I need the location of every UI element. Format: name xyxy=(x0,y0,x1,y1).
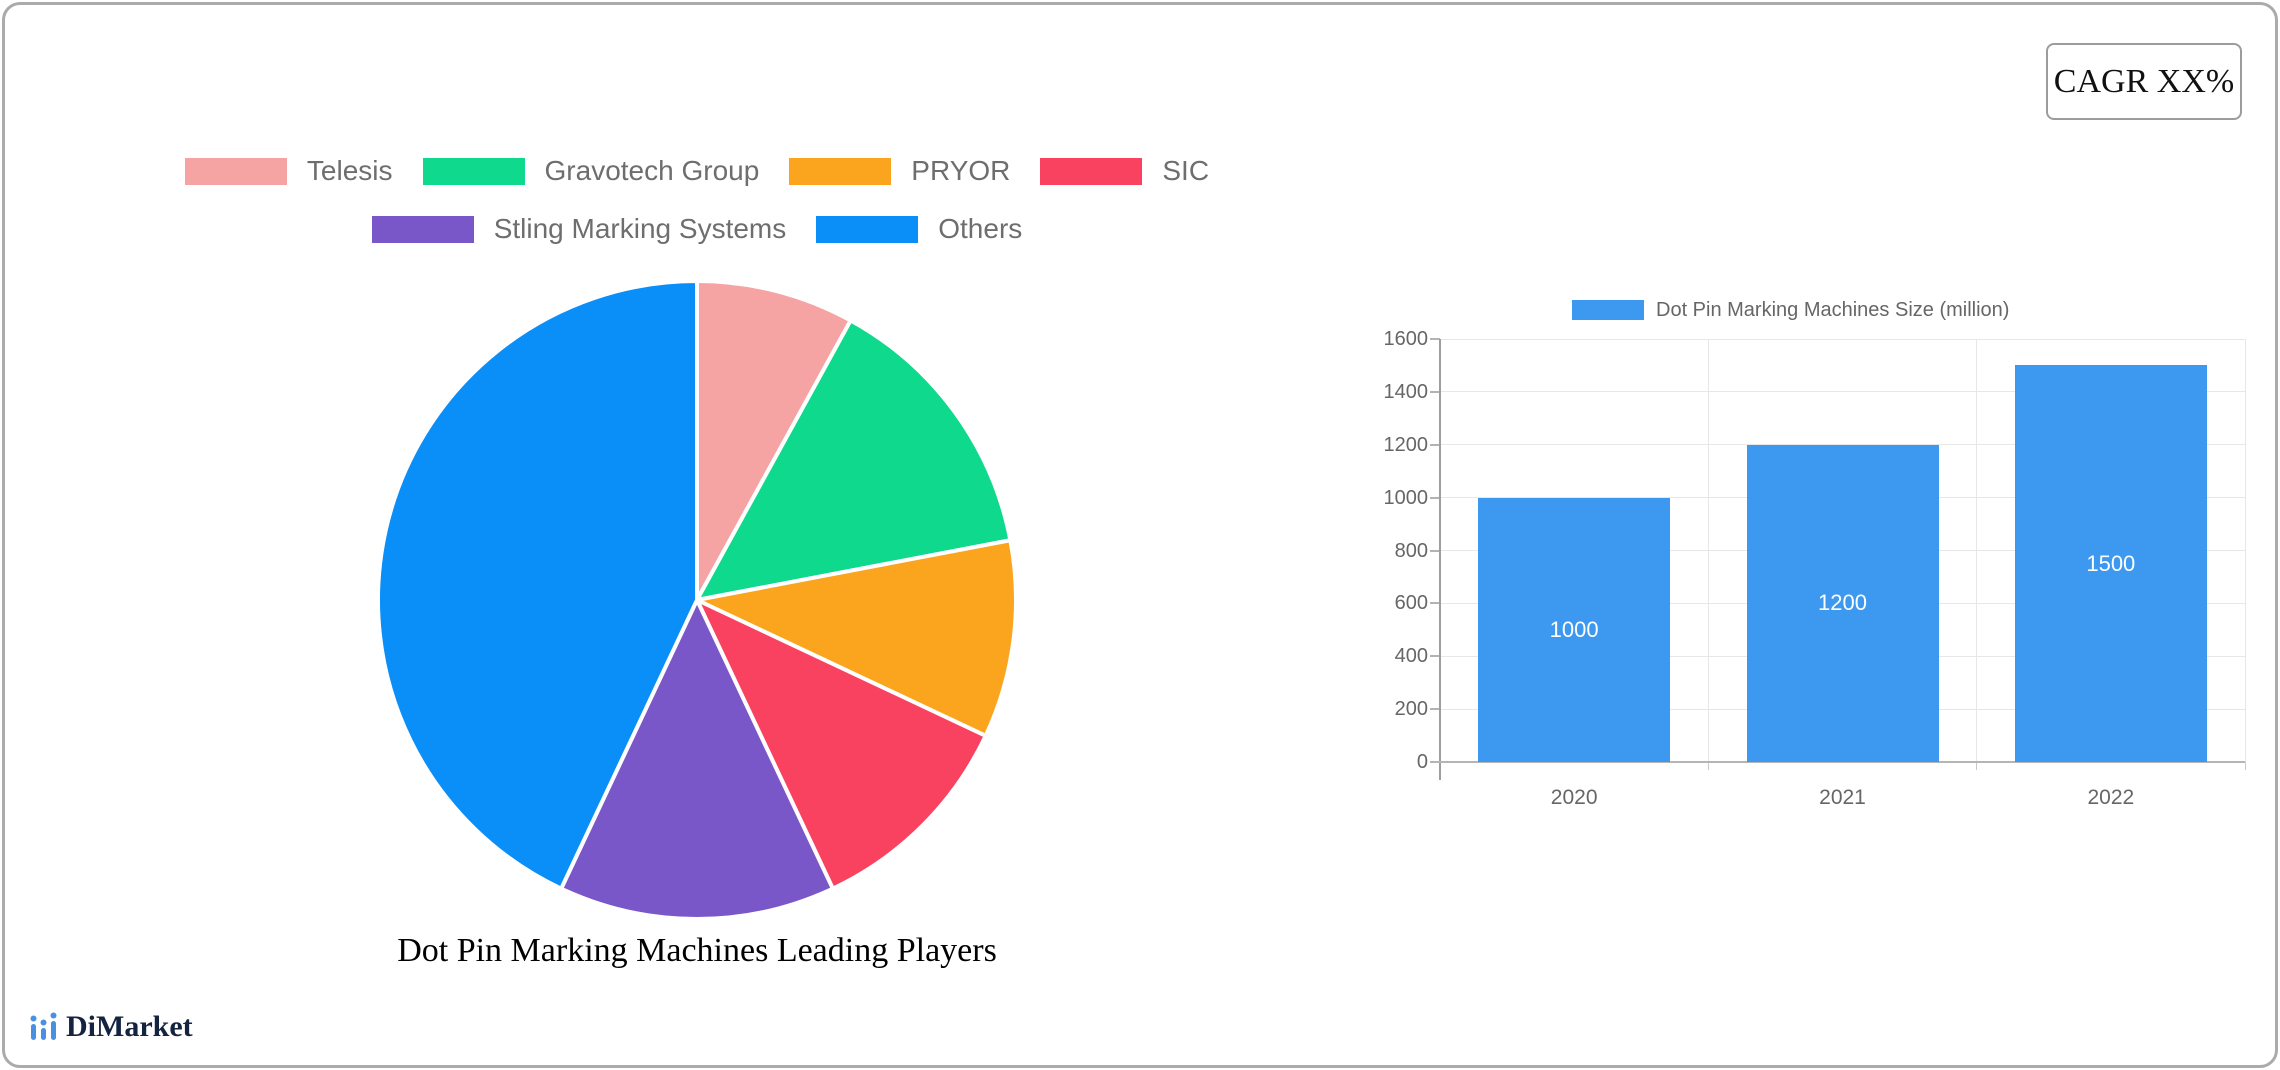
legend-item-others: Others xyxy=(816,215,1022,243)
gridline xyxy=(1976,339,1978,762)
y-tick-mark xyxy=(1430,338,1440,340)
legend-label: Others xyxy=(938,213,1023,244)
y-tick-label: 800 xyxy=(1394,539,1428,562)
brand-logo: DiMarket xyxy=(30,1010,193,1044)
bar-value-label: 1200 xyxy=(1818,590,1867,616)
bar-chart-legend: Dot Pin Marking Machines Size (million) xyxy=(1572,298,2009,322)
y-tick-mark xyxy=(1430,390,1440,393)
legend-swatch xyxy=(1040,157,1143,185)
y-tick-mark xyxy=(1430,496,1440,499)
y-tick-label: 1000 xyxy=(1383,486,1429,509)
pie-legend: Telesis Gravotech Group PRYOR SIC Stling Mar… xyxy=(0,157,1394,243)
y-tick-mark xyxy=(1430,655,1440,658)
legend-item-gravotech-group: Gravotech Group xyxy=(422,155,760,186)
x-tick-label: 2022 xyxy=(2087,786,2135,809)
legend-label: PRYOR xyxy=(911,155,1011,186)
pie-slice-others xyxy=(376,279,699,891)
gridline xyxy=(1707,339,1709,762)
y-tick-mark xyxy=(1430,708,1440,711)
brand-name: DiMarket xyxy=(66,1010,193,1043)
y-tick-label: 200 xyxy=(1394,698,1428,721)
pie-chart-title: Dot Pin Marking Machines Leading Players xyxy=(397,932,997,969)
bar-2020 xyxy=(1478,497,1671,762)
x-tick-mark xyxy=(2244,762,2246,770)
legend-label: Gravotech Group xyxy=(544,155,760,186)
pie-slice-sic xyxy=(695,598,988,891)
bar-legend-label: Dot Pin Marking Machines Size (million) xyxy=(1656,298,2010,321)
pie-slice-stling-marking-systems xyxy=(559,598,835,921)
bar-2022 xyxy=(2014,365,2207,762)
legend-item-pryor: PRYOR xyxy=(789,157,1010,185)
y-tick-label: 1400 xyxy=(1383,380,1429,403)
bar-2021 xyxy=(1746,444,1939,762)
bar-legend-swatch xyxy=(1572,300,1644,320)
legend-label: Telesis xyxy=(306,155,393,186)
legend-swatch xyxy=(816,215,919,243)
pie-slice-gravotech-group xyxy=(695,318,1013,602)
legend-label: Stling Marking Systems xyxy=(493,213,787,244)
y-tick-mark xyxy=(1430,443,1440,446)
x-tick-mark xyxy=(1707,762,1709,770)
gridline xyxy=(1440,391,2245,393)
legend-swatch xyxy=(371,215,474,243)
legend-swatch xyxy=(789,157,892,185)
pie-slice-telesis xyxy=(695,279,853,602)
y-tick-label: 1600 xyxy=(1383,328,1429,350)
legend-label: SIC xyxy=(1162,155,1210,186)
legend-item-sic: SIC xyxy=(1040,157,1209,185)
y-tick-mark xyxy=(1430,602,1440,605)
x-axis-line xyxy=(1430,761,2245,763)
legend-swatch xyxy=(422,157,525,185)
y-tick-label: 400 xyxy=(1394,645,1428,668)
bar-chart-logo-icon xyxy=(30,1012,57,1040)
cagr-badge: CAGR XX% xyxy=(2046,43,2242,120)
bar-value-label: 1500 xyxy=(2086,550,2136,576)
y-axis-line xyxy=(1439,339,1441,780)
x-tick-mark xyxy=(1976,762,1978,770)
cagr-label: CAGR XX% xyxy=(2053,62,2235,100)
pie-chart xyxy=(376,279,1018,921)
legend-item-telesis: Telesis xyxy=(184,155,393,186)
y-tick-label: 1200 xyxy=(1383,433,1429,456)
legend-item-stling-marking-systems: Stling Marking Systems xyxy=(371,213,787,244)
gridline xyxy=(1440,338,2245,340)
x-tick-label: 2021 xyxy=(1819,786,1866,809)
y-tick-label: 600 xyxy=(1394,592,1428,615)
pie-slice-pryor xyxy=(695,538,1018,738)
legend-swatch xyxy=(184,157,287,185)
y-tick-label: 0 xyxy=(1416,751,1428,773)
bar-value-label: 1000 xyxy=(1549,616,1599,642)
y-tick-mark xyxy=(1430,549,1440,552)
gridline xyxy=(2244,339,2246,762)
x-tick-label: 2020 xyxy=(1550,786,1598,809)
